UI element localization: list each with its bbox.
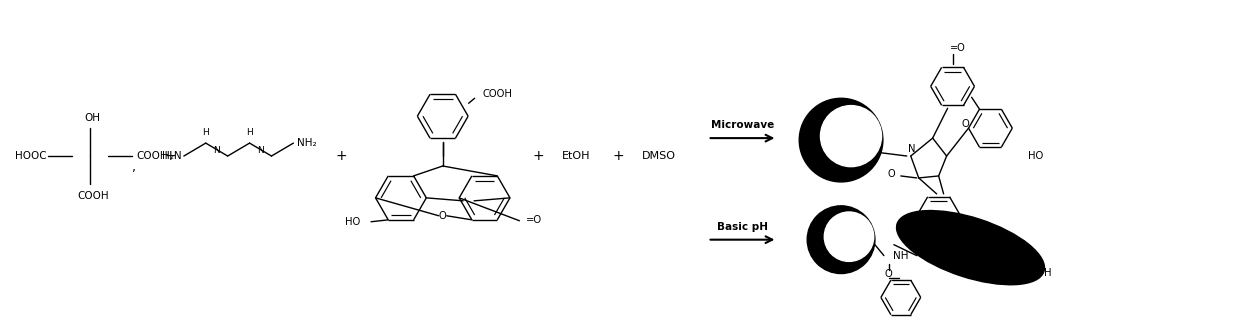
Text: H: H bbox=[1045, 268, 1052, 277]
Text: HO: HO bbox=[1029, 151, 1044, 161]
Text: DMSO: DMSO bbox=[641, 151, 676, 161]
Ellipse shape bbox=[896, 211, 1045, 285]
Text: +: + bbox=[532, 149, 545, 163]
Text: N: N bbox=[213, 146, 220, 154]
Text: N: N bbox=[907, 144, 916, 154]
Text: O: O bbox=[962, 119, 969, 129]
Text: +: + bbox=[335, 149, 347, 163]
Text: OH: OH bbox=[84, 113, 100, 123]
Text: HO: HO bbox=[344, 217, 360, 227]
Text: =O: =O bbox=[950, 44, 966, 53]
Text: COOH: COOH bbox=[78, 191, 109, 201]
Text: O: O bbox=[439, 211, 447, 221]
Circle shape bbox=[821, 106, 881, 167]
Text: H: H bbox=[246, 128, 253, 137]
Text: O: O bbox=[885, 269, 893, 278]
Text: COOH: COOH bbox=[136, 151, 168, 161]
Text: Microwave: Microwave bbox=[711, 120, 774, 130]
Text: ,: , bbox=[132, 161, 136, 174]
Text: O: O bbox=[888, 169, 895, 179]
Text: N: N bbox=[258, 146, 264, 154]
Text: +: + bbox=[613, 149, 624, 163]
Text: HOOC: HOOC bbox=[15, 151, 46, 161]
Circle shape bbox=[825, 212, 874, 261]
Text: NH₂: NH₂ bbox=[297, 138, 317, 148]
Text: H: H bbox=[202, 128, 209, 137]
Circle shape bbox=[800, 98, 883, 182]
Text: COOH: COOH bbox=[483, 89, 513, 99]
Circle shape bbox=[807, 206, 875, 274]
Text: +: + bbox=[165, 149, 176, 163]
Text: H₂N: H₂N bbox=[162, 151, 182, 161]
Text: EtOH: EtOH bbox=[562, 151, 591, 161]
Text: Basic pH: Basic pH bbox=[717, 222, 768, 232]
Text: NH: NH bbox=[893, 251, 909, 261]
Text: =O: =O bbox=[526, 215, 542, 225]
